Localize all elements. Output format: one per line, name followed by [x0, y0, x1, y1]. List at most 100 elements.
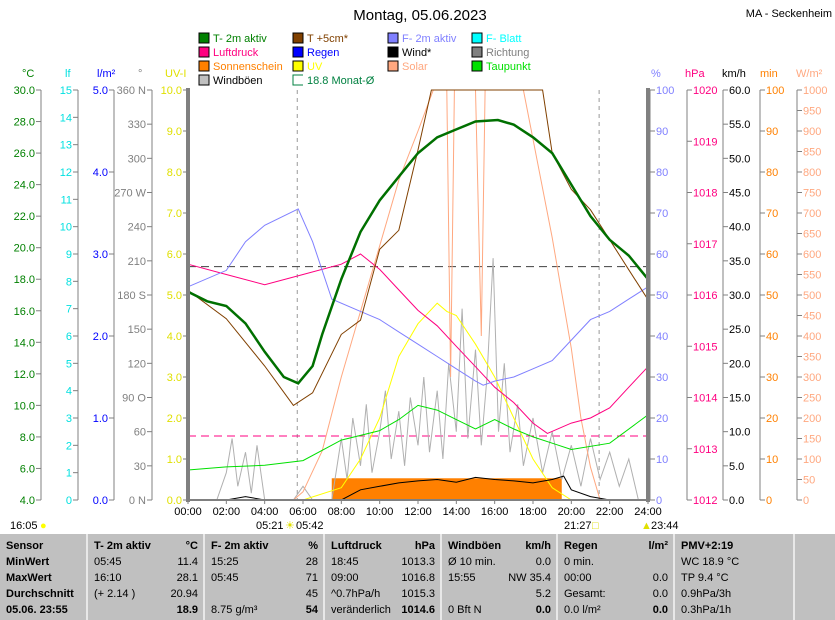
axis-unit-lf: lf	[65, 68, 71, 80]
axis-tick-label-solar: 800	[803, 167, 821, 179]
axis-tick-label-lf: 7	[66, 304, 72, 316]
axis-tick-label-uv: 7.0	[167, 208, 182, 220]
summary-label: Durchschnitt	[6, 588, 74, 600]
x-tick-label: 18:00	[519, 506, 547, 518]
axis-tick-label-temp: 16.0	[14, 306, 35, 318]
summary-value: 1016.8	[401, 572, 435, 584]
legend-label: Regen	[307, 47, 339, 59]
summary-value: %	[308, 540, 318, 552]
axis-tick-label-temp: 4.0	[20, 495, 35, 507]
summary-row: veränderlich 1014.6	[331, 602, 435, 618]
summary-label: 00:00	[564, 572, 592, 584]
summary-table: Sensor MinWert MaxWert Durchschnitt 05.06. 2…	[0, 533, 835, 620]
axis-tick-label-temp: 22.0	[14, 211, 35, 223]
legend-label: UV	[307, 61, 323, 73]
legend-swatch	[471, 46, 483, 58]
summary-label: Windböen	[448, 540, 502, 552]
axis-tick-label-sunmin: 30	[766, 372, 778, 384]
summary-value: NW 35.4	[508, 572, 551, 584]
summary-value: 20.94	[170, 588, 198, 600]
axis-tick-label-uv: 6.0	[167, 249, 182, 261]
summary-column: F- 2m aktiv% 15:25 28 05:45 71 45 8.75 g/m³ 54	[205, 534, 325, 620]
legend-label: 18.8 Monat-Ø	[307, 75, 375, 87]
axis-tick-label-dir: 90 O	[122, 393, 146, 405]
summary-row: 15:55 NW 35.4	[448, 570, 551, 586]
axis-tick-label-wind: 40.0	[729, 222, 750, 234]
plot-area	[188, 90, 648, 500]
summary-row: T- 2m aktiv °C	[94, 538, 198, 554]
axis-tick-label-solar: 950	[803, 106, 821, 118]
axis-tick-label-press: 1019	[693, 136, 717, 148]
axis-tick-label-dir: 30	[134, 461, 146, 473]
axis-unit-dir: °	[138, 68, 142, 80]
axis-tick-label-hum: 20	[656, 413, 668, 425]
axis-tick-label-solar: 50	[803, 475, 815, 487]
axis-tick-label-lf: 4	[66, 386, 72, 398]
axis-tick-label-solar: 400	[803, 331, 821, 343]
axis-tick-label-wind: 60.0	[729, 85, 750, 97]
legend-label: Solar	[402, 61, 428, 73]
summary-value: 54	[305, 604, 318, 616]
summary-value: km/h	[525, 540, 551, 552]
summary-column: Windböen km/h Ø 10 min. 0.0 15:55 NW 35.4 5.2 0…	[442, 534, 558, 620]
series-luftdruck	[187, 253, 649, 434]
summary-value: 1015.3	[401, 588, 435, 600]
axis-tick-label-wind: 0.0	[729, 495, 744, 507]
axis-tick-label-temp: 6.0	[20, 463, 35, 475]
axis-tick-label-hum: 70	[656, 208, 668, 220]
axis-tick-label-rain: 0.0	[93, 495, 108, 507]
summary-row: PMV+2:19	[681, 538, 788, 554]
summary-row: TP 9.4 °C	[681, 570, 788, 586]
summary-row: 0.0 l/m² 0.0	[564, 602, 668, 618]
series-taupunkt	[187, 404, 649, 471]
summary-row: ^0.7hPa/h 1015.3	[331, 586, 435, 602]
axis-tick-label-rain: 5.0	[93, 85, 108, 97]
summary-label: T- 2m aktiv	[94, 540, 151, 552]
legend-swatch	[198, 74, 210, 86]
axis-tick-label-press: 1014	[693, 393, 717, 405]
series-solar	[188, 89, 648, 501]
axis-tick-label-solar: 0	[803, 495, 809, 507]
axis-tick-label-press: 1015	[693, 341, 717, 353]
summary-value: °C	[185, 540, 198, 552]
axis-tick-label-dir: 120	[128, 358, 146, 370]
axis-tick-label-temp: 28.0	[14, 117, 35, 129]
legend-label: F- Blatt	[486, 33, 521, 45]
summary-value: 28.1	[176, 572, 198, 584]
axis-unit-solar: W/m²	[796, 68, 823, 80]
summary-value: 0.0	[652, 572, 668, 584]
summary-label: WC 18.9 °C	[681, 556, 740, 568]
summary-value: hPa	[414, 540, 435, 552]
legend-label: Luftdruck	[213, 47, 259, 59]
legend-label: Richtung	[486, 47, 529, 59]
legend-swatch	[292, 46, 304, 58]
axis-tick-label-lf: 11	[61, 194, 72, 206]
summary-row: 0 min.	[564, 554, 668, 570]
axis-tick-label-sunmin: 90	[766, 126, 778, 138]
summary-row: Gesamt: 0.0	[564, 586, 668, 602]
axis-tick-label-press: 1020	[693, 85, 717, 97]
x-tick-label: 02:00	[213, 506, 241, 518]
summary-value: 1013.3	[401, 556, 435, 568]
summary-label: ^0.7hPa/h	[331, 588, 381, 600]
axis-tick-label-dir: 180 S	[117, 290, 146, 302]
axis-tick-label-wind: 35.0	[729, 256, 750, 268]
moon-icon: ●	[40, 520, 47, 532]
x-tick-label: 12:00	[404, 506, 432, 518]
axis-tick-label-dir: 330	[128, 119, 146, 131]
summary-row: Regen l/m²	[564, 538, 668, 554]
summary-label: MaxWert	[6, 572, 52, 584]
summary-column: T- 2m aktiv °C 05:45 11.4 16:10 28.1 (+ 2.14 )…	[88, 534, 205, 620]
summary-label: 15:55	[448, 572, 476, 584]
summary-label: 0.3hPa/1h	[681, 604, 732, 616]
x-tick-label: 06:00	[289, 506, 317, 518]
summary-column: Sensor MinWert MaxWert Durchschnitt 05.06. 2…	[0, 534, 88, 620]
summary-row: 05:45 11.4	[94, 554, 198, 570]
summary-row: 18.9	[94, 602, 198, 618]
legend: T- 2m aktiv T +5cm* F- 2m aktiv F- Blatt Luf…	[198, 32, 531, 87]
axis-tick-label-temp: 18.0	[14, 274, 35, 286]
axis-tick-label-solar: 450	[803, 311, 821, 323]
summary-row: 45	[211, 586, 318, 602]
axis-unit-press: hPa	[685, 68, 705, 80]
axis-tick-label-lf: 2	[66, 440, 72, 452]
